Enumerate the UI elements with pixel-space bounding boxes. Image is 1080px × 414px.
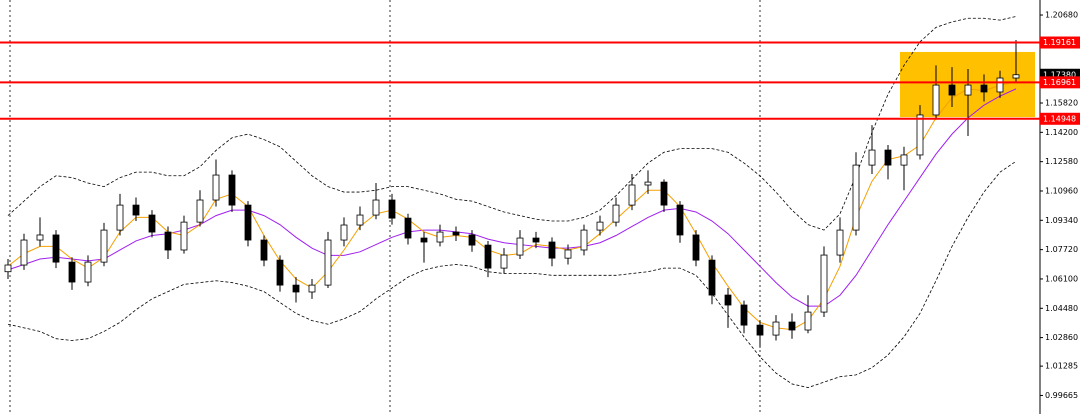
candle-body — [804, 311, 812, 331]
candle-body — [596, 221, 604, 231]
candle-body — [420, 237, 428, 243]
candle-body — [308, 284, 316, 293]
candle-body — [548, 241, 556, 259]
candle-body — [484, 244, 492, 269]
candle-body — [276, 259, 284, 286]
candle-body — [692, 234, 700, 261]
candle-body — [836, 229, 844, 256]
candle-body — [788, 321, 796, 331]
candle-body — [388, 199, 396, 219]
y-tick-label: 1.07720 — [1045, 245, 1078, 254]
y-tick-label: 1.09340 — [1045, 216, 1078, 225]
candle-body — [212, 174, 220, 201]
y-tick-label: 1.15820 — [1045, 99, 1078, 108]
candle-body — [1012, 74, 1020, 79]
candle-body — [852, 164, 860, 231]
y-tick-label: 0.99665 — [1045, 391, 1078, 400]
y-tick-label: 1.12580 — [1045, 157, 1078, 166]
candle-body — [164, 231, 172, 251]
candle-body — [564, 249, 572, 259]
moving-average — [7, 88, 1017, 307]
candle-body — [244, 204, 252, 241]
candle-body — [436, 231, 444, 243]
candle-body — [452, 231, 460, 236]
last-price-label: 1.17380 — [1043, 70, 1076, 79]
candle-body — [500, 254, 508, 269]
candle-body — [580, 229, 588, 251]
candle-body — [900, 154, 908, 166]
candle-body — [644, 181, 652, 186]
candle-body — [996, 77, 1004, 93]
candle-body — [660, 181, 668, 206]
candle-body — [340, 224, 348, 241]
candle-body — [740, 304, 748, 326]
level-label: 1.19161 — [1043, 38, 1076, 47]
candle-body — [756, 324, 764, 336]
candle-body — [820, 254, 828, 313]
candle-body — [52, 234, 60, 263]
y-tick-label: 1.02860 — [1045, 333, 1078, 342]
candle-body — [948, 84, 956, 96]
level-label: 1.16961 — [1043, 78, 1076, 87]
moving-average — [7, 81, 1017, 331]
candle-body — [228, 174, 236, 206]
candle-body — [708, 259, 716, 296]
candle-body — [628, 184, 636, 206]
candle-body — [84, 261, 92, 283]
level-label: 1.14948 — [1043, 114, 1076, 123]
candle-body — [516, 237, 524, 256]
level-label-box — [1040, 112, 1080, 125]
y-tick-label: 1.01285 — [1045, 362, 1078, 371]
candle-body — [404, 217, 412, 239]
y-tick-label: 1.20680 — [1045, 11, 1078, 20]
y-tick-label: 1.10960 — [1045, 186, 1078, 195]
candle-body — [180, 221, 188, 251]
candle-body — [532, 237, 540, 243]
candle-body — [20, 239, 28, 266]
candle-body — [292, 284, 300, 293]
candle-body — [36, 234, 44, 241]
candle-body — [372, 199, 380, 216]
candle-body — [932, 84, 940, 116]
candle-body — [68, 261, 76, 283]
candle-body — [132, 204, 140, 216]
candle-body — [356, 214, 364, 226]
level-label-box — [1040, 76, 1080, 89]
candle-body — [772, 321, 780, 336]
candle-body — [916, 114, 924, 156]
y-tick-label: 1.14200 — [1045, 128, 1078, 137]
candle-body — [964, 84, 972, 96]
candle-body — [884, 149, 892, 166]
candle-body — [868, 149, 876, 166]
candle-body — [468, 234, 476, 246]
candle-body — [148, 214, 156, 233]
candle-body — [324, 239, 332, 286]
candle-body — [260, 239, 268, 261]
bollinger-band — [7, 160, 1017, 388]
candle-body — [676, 204, 684, 236]
y-tick-label: 1.06100 — [1045, 274, 1078, 283]
y-tick-label: 1.04480 — [1045, 304, 1078, 313]
candle-body — [116, 204, 124, 231]
candle-body — [100, 229, 108, 263]
candle-body — [612, 204, 620, 223]
level-label-box — [1040, 36, 1080, 49]
candle-body — [4, 264, 12, 273]
candle-body — [980, 84, 988, 93]
bollinger-band — [7, 16, 1017, 231]
candle-body — [724, 294, 732, 306]
candle-body — [196, 199, 204, 223]
